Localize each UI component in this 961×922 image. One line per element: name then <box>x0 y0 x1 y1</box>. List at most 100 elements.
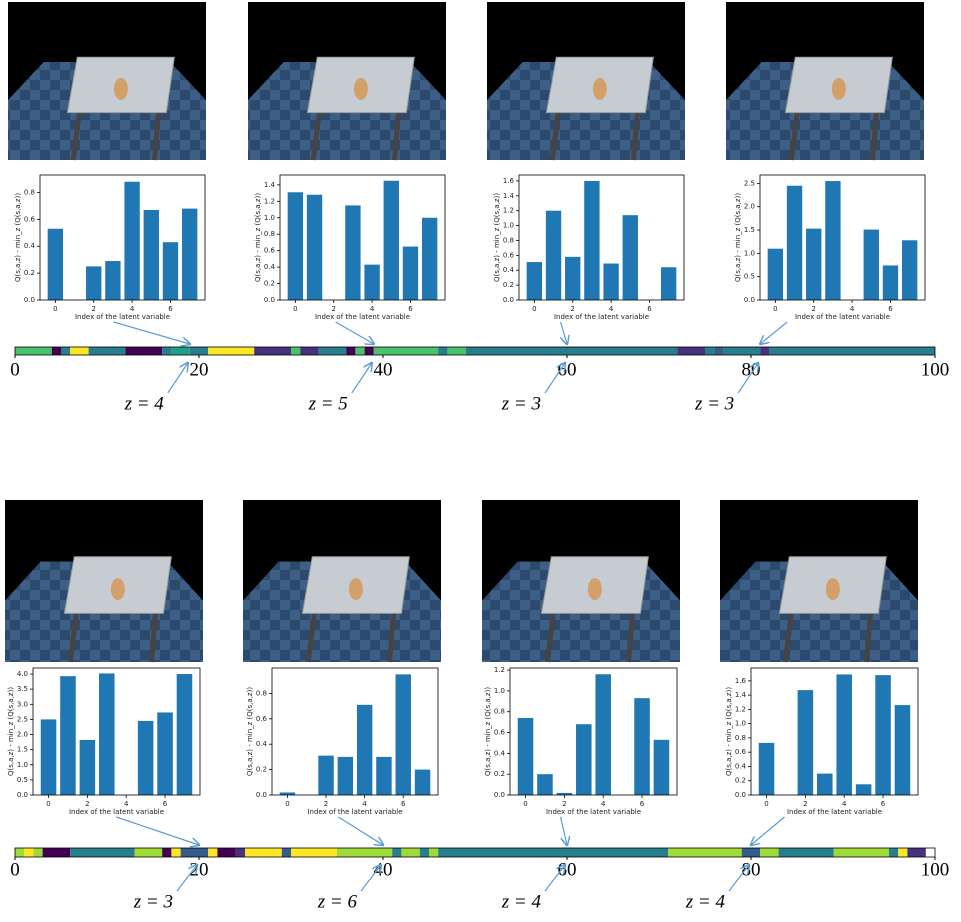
x-axis-label: Index of the latent variable <box>315 313 410 321</box>
bar <box>47 228 64 300</box>
y-tick-label: 0.6 <box>735 748 747 756</box>
plot-frame <box>750 667 919 796</box>
bar <box>176 674 193 795</box>
x-axis-label: Index of the latent variable <box>554 313 649 321</box>
y-tick-label: 0.8 <box>503 236 514 244</box>
bar <box>143 209 159 300</box>
y-tick-label: 1.0 <box>17 761 28 769</box>
x-tick-label: 6 <box>401 800 406 808</box>
y-tick-label: 1.6 <box>735 677 747 685</box>
latent-segment <box>208 347 255 355</box>
y-tick-label: 0.0 <box>744 296 755 304</box>
x-tick-label: 2 <box>570 305 574 313</box>
x-tick-label: 6 <box>647 305 652 313</box>
bar <box>660 267 677 300</box>
latent-segment <box>189 347 209 355</box>
annotation: z = 3 <box>133 891 173 912</box>
y-tick-label: 0.5 <box>744 273 755 281</box>
x-tick-label: 2 <box>811 305 815 313</box>
y-tick-label: 0.0 <box>735 791 746 799</box>
bar <box>105 261 121 300</box>
latent-segment <box>401 848 420 857</box>
latent-segment <box>171 848 181 857</box>
chart-link-arrow <box>559 816 567 845</box>
bar <box>402 246 419 300</box>
chart-link-arrow <box>751 816 785 845</box>
y-tick-label: 0.0 <box>503 296 514 304</box>
latent-segment <box>15 848 25 857</box>
y-tick-label: 0.5 <box>17 776 28 784</box>
bar <box>545 210 562 300</box>
y-tick-label: 0.0 <box>264 296 275 304</box>
y-tick-label: 0.2 <box>494 770 505 778</box>
bar <box>86 266 102 300</box>
x-tick-label: 4 <box>850 305 855 313</box>
bar <box>817 773 833 795</box>
x-tick-label: 60 <box>558 859 577 880</box>
latent-segment <box>760 848 779 857</box>
y-tick-label: 0.6 <box>264 247 276 255</box>
y-tick-label: 1.6 <box>503 177 515 185</box>
bar <box>414 769 431 795</box>
strip-frame <box>14 847 936 858</box>
latent-segment <box>318 347 347 355</box>
latent-segment <box>760 347 770 355</box>
y-tick-label: 0.0 <box>17 791 28 799</box>
x-tick-label: 4 <box>609 305 614 313</box>
annotation: z = 5 <box>308 393 348 414</box>
y-tick-label: 0.4 <box>256 740 268 748</box>
bar <box>576 724 592 795</box>
x-tick-label: 100 <box>921 359 950 380</box>
bar <box>356 704 373 795</box>
x-tick-label: 6 <box>163 800 168 808</box>
bar <box>306 194 323 300</box>
annotation: z = 3 <box>694 393 734 414</box>
bar <box>162 242 179 300</box>
y-tick-label: 0.8 <box>256 689 267 697</box>
x-tick-label: 4 <box>370 305 375 313</box>
y-tick-label: 0.6 <box>503 251 515 259</box>
x-axis-label: Index of the latent variable <box>75 313 170 321</box>
annotation: z = 4 <box>685 891 726 912</box>
latent-segment <box>254 347 291 355</box>
y-tick-label: 0.2 <box>735 777 746 785</box>
bar <box>383 180 399 300</box>
y-tick-label: 2.5 <box>17 715 28 723</box>
scene-table-legs <box>67 613 158 663</box>
latent-segment <box>465 347 678 355</box>
chart-link-arrow <box>760 321 788 344</box>
latent-segment <box>438 347 448 355</box>
bar <box>836 674 852 795</box>
y-axis-label: Q(s,a,z) - min_z (Q(s,a,z)) <box>246 687 254 776</box>
bar <box>526 262 543 300</box>
latent-segment <box>714 347 724 355</box>
y-tick-label: 1.4 <box>503 192 515 200</box>
y-tick-label: 0.2 <box>264 280 275 288</box>
y-tick-label: 0.0 <box>24 296 35 304</box>
chart-link-arrow <box>116 816 199 845</box>
y-tick-label: 1.2 <box>503 207 514 215</box>
annotation-arrow <box>167 363 188 394</box>
chart-link-arrow <box>338 816 383 845</box>
bar <box>60 676 76 795</box>
x-tick-label: 80 <box>742 359 761 380</box>
y-tick-label: 1.0 <box>494 687 505 695</box>
latent-segment <box>889 848 899 857</box>
latent-segment <box>392 848 402 857</box>
bar <box>595 674 611 795</box>
x-tick-label: 2 <box>803 800 807 808</box>
bar <box>517 717 534 795</box>
bar <box>786 185 803 300</box>
y-tick-label: 1.5 <box>744 226 755 234</box>
y-tick-label: 0.8 <box>264 230 275 238</box>
latent-segment <box>235 848 245 857</box>
bar <box>894 705 911 795</box>
y-tick-label: 0.2 <box>256 766 267 774</box>
bar <box>157 712 173 795</box>
chart-link-arrow <box>559 321 567 344</box>
scene-table-legs <box>544 613 635 663</box>
bar <box>124 181 140 300</box>
latent-segment <box>171 347 190 355</box>
latent-segment <box>70 848 135 857</box>
